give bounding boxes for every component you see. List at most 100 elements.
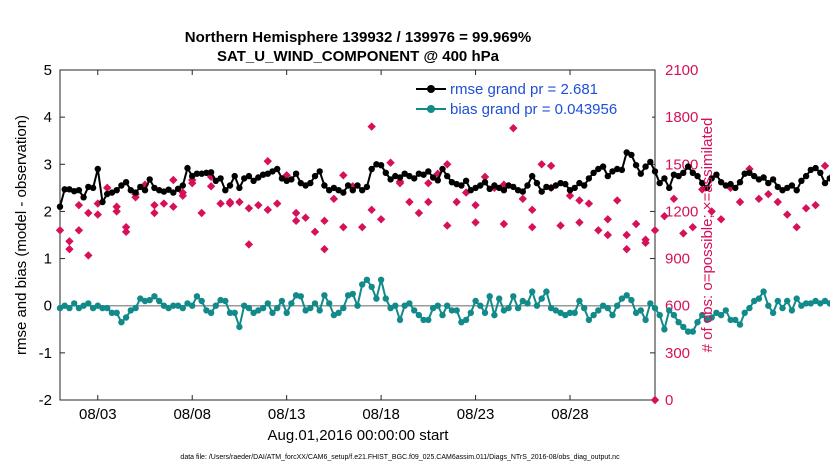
rmse-point [666,184,673,192]
rmse-point [675,172,682,180]
obs-point [622,244,631,254]
rmse-point [552,182,559,189]
obs-point [801,204,811,213]
bias-point [514,304,522,312]
bias-point [524,300,531,307]
bias-point [354,302,361,309]
rmse-point [302,182,309,189]
rmse-point [99,198,106,206]
bias-point [104,304,111,312]
y-tick-label-left: 5 [44,62,52,79]
obs-point [131,193,140,202]
rmse-point [708,175,715,182]
rmse-point [141,187,149,194]
obs-point [471,200,480,210]
bias-point [538,295,545,302]
bias-point [666,307,673,314]
bias-point [765,302,772,309]
rmse-point [179,182,186,189]
obs-point [339,171,348,180]
bias-point [241,302,248,309]
bias-point [231,309,238,316]
bias-point [599,302,607,309]
legend-box [412,77,652,119]
y-axis-right-label: # of obs: o=possible; ×=assimilated [699,118,716,353]
bias-point [703,316,711,324]
rmse-point [656,179,663,187]
rmse-point [269,168,276,175]
rmse-point [387,176,394,183]
bias-point [113,309,120,316]
bias-point [802,300,810,307]
obs-point [707,207,716,216]
obs-point [112,207,121,216]
bias-point [137,295,144,302]
bias-point [118,319,125,326]
rmse-point [396,174,404,181]
rmse-point [184,164,191,172]
rmse-point [491,182,498,189]
obs-point [84,208,93,218]
rmse-point [132,189,139,196]
obs-point [509,123,518,133]
bias-point [807,300,814,307]
obs-point [320,216,329,226]
y-tick-label-right: 1200 [665,203,698,220]
bias-point [203,307,210,314]
obs-point [169,202,178,211]
bias-point [56,304,64,312]
bias-point [623,292,630,299]
bias-point [581,304,588,312]
rmse-point [694,172,701,180]
bias-point [307,304,314,312]
bias-point [132,304,139,312]
bias-point [774,297,781,305]
bias-point [75,304,83,312]
bias-point [462,316,470,324]
rmse-point [122,179,130,186]
obs-point [150,200,159,210]
rmse-point [533,179,541,187]
obs-point [452,197,461,207]
chart-title-line1: Northern Hemisphere 139932 / 139976 = 99… [185,29,531,46]
bias-point [264,300,271,307]
rmse-point [274,165,281,173]
obs-point [443,160,452,169]
obs-point [225,199,235,208]
rmse-point [236,184,243,192]
bias-point [812,297,819,305]
obs-point [65,237,74,246]
obs-point [565,191,575,200]
bias-point [406,300,413,307]
rmse-point [793,187,800,194]
bias-point [755,295,763,302]
bias-point [491,311,498,319]
rmse-point [340,189,347,196]
bias-point [278,297,286,305]
bias-point [651,304,659,312]
obs-point [254,200,263,210]
bias-point [656,311,663,319]
x-tick-label: 08/18 [362,406,400,423]
obs-point [103,183,112,193]
x-axis-label: Aug.01,2016 00:00:00 start [268,427,450,444]
bias-point [585,316,593,324]
rmse-point [784,184,791,192]
bias-point [727,316,734,324]
bias-point [717,311,725,319]
bias-point [680,323,687,331]
rmse-point [661,175,668,182]
obs-point [244,204,254,213]
bias-point [165,304,172,312]
bias-point [519,297,526,305]
bias-point [481,309,489,316]
rmse-point [802,172,810,180]
rmse-point [174,185,182,192]
bias-point [363,276,371,283]
rmse-point [462,177,470,184]
rmse-point [56,203,64,210]
bias-series [56,276,830,335]
x-tick-label: 08/23 [457,406,495,423]
y-tick-label-right: 1800 [665,109,698,126]
